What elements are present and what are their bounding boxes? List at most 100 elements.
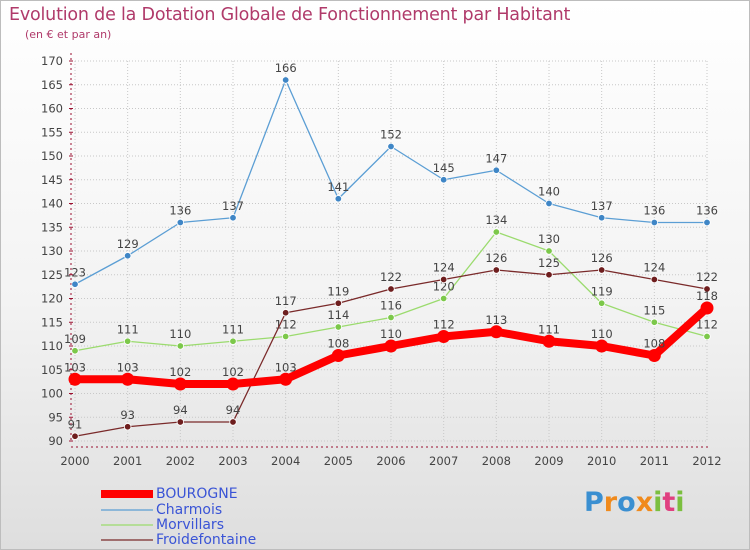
data-label: 103 bbox=[117, 360, 139, 374]
y-tick-label: 150 bbox=[41, 149, 63, 163]
data-point bbox=[331, 349, 345, 362]
data-label: 166 bbox=[275, 61, 297, 75]
data-label: 118 bbox=[696, 289, 718, 303]
y-tick-label: 130 bbox=[41, 244, 63, 258]
data-label: 102 bbox=[222, 365, 244, 379]
data-label: 114 bbox=[327, 308, 349, 322]
data-label: 111 bbox=[538, 322, 560, 336]
x-tick-label: 2000 bbox=[60, 454, 89, 468]
data-point bbox=[281, 309, 290, 317]
x-tick-label: 2002 bbox=[166, 454, 195, 468]
x-tick-label: 2006 bbox=[376, 454, 405, 468]
legend-swatch-bourogne bbox=[101, 490, 153, 498]
y-tick-label: 135 bbox=[41, 220, 63, 234]
y-tick-label: 105 bbox=[41, 363, 63, 377]
data-point bbox=[173, 377, 187, 391]
y-tick-label: 160 bbox=[41, 102, 63, 116]
data-point bbox=[281, 332, 290, 341]
data-label: 93 bbox=[120, 408, 135, 422]
y-tick-label: 170 bbox=[41, 54, 63, 68]
data-point bbox=[439, 275, 448, 284]
data-point bbox=[123, 252, 132, 260]
data-label: 137 bbox=[222, 199, 244, 213]
data-point bbox=[229, 418, 237, 426]
data-point bbox=[595, 339, 609, 353]
data-point bbox=[647, 349, 661, 362]
data-point bbox=[650, 318, 659, 326]
y-tick-label: 110 bbox=[41, 339, 63, 353]
data-label: 152 bbox=[380, 128, 402, 142]
data-point bbox=[545, 247, 553, 255]
data-label: 124 bbox=[433, 261, 455, 275]
data-label: 94 bbox=[226, 403, 241, 417]
data-label: 103 bbox=[275, 360, 297, 374]
data-point bbox=[492, 166, 501, 174]
data-point bbox=[226, 377, 240, 391]
data-label: 94 bbox=[173, 403, 188, 417]
chart-subtitle: (en € et par an) bbox=[25, 28, 112, 41]
data-point bbox=[489, 325, 503, 339]
y-tick-label: 100 bbox=[41, 387, 63, 401]
data-point bbox=[71, 432, 79, 440]
data-label: 130 bbox=[538, 232, 560, 246]
data-label: 122 bbox=[380, 270, 402, 284]
data-label: 124 bbox=[643, 261, 665, 275]
data-label: 110 bbox=[169, 327, 191, 341]
data-label: 126 bbox=[485, 251, 507, 265]
data-point bbox=[650, 275, 659, 284]
data-point bbox=[176, 418, 185, 426]
data-label: 112 bbox=[696, 318, 718, 332]
x-tick-label: 2011 bbox=[640, 454, 669, 468]
y-tick-label: 125 bbox=[41, 268, 63, 282]
data-label: 112 bbox=[433, 318, 455, 332]
legend-item-froidefontaine: Froidefontaine bbox=[101, 532, 256, 548]
data-point bbox=[281, 76, 290, 84]
data-point bbox=[492, 266, 501, 274]
y-tick-label: 115 bbox=[41, 315, 63, 329]
y-tick-label: 155 bbox=[41, 125, 63, 139]
data-point bbox=[334, 323, 343, 331]
data-point bbox=[597, 299, 606, 307]
data-label: 111 bbox=[117, 322, 139, 336]
data-point bbox=[597, 214, 606, 222]
legend-item-morvillars: Morvillars bbox=[101, 517, 224, 533]
data-label: 120 bbox=[433, 280, 455, 294]
data-label: 123 bbox=[64, 265, 86, 279]
legend-swatch-charmois bbox=[101, 509, 153, 511]
data-label: 147 bbox=[485, 151, 507, 165]
data-point bbox=[387, 313, 395, 322]
legend-label-morvillars: Morvillars bbox=[156, 517, 224, 533]
data-label: 91 bbox=[68, 417, 83, 431]
data-label: 102 bbox=[169, 365, 191, 379]
data-point bbox=[545, 271, 553, 279]
x-tick-label: 2009 bbox=[534, 454, 563, 468]
data-point bbox=[121, 372, 135, 386]
x-tick-label: 2008 bbox=[482, 454, 511, 468]
legend-item-bourogne: BOUROGNE bbox=[101, 486, 238, 502]
data-point bbox=[387, 142, 395, 151]
data-label: 116 bbox=[380, 299, 402, 313]
data-point bbox=[437, 330, 451, 343]
y-tick-label: 95 bbox=[48, 410, 63, 424]
legend-label-froidefontaine: Froidefontaine bbox=[156, 532, 257, 548]
data-point bbox=[176, 218, 185, 227]
data-label: 129 bbox=[117, 237, 139, 251]
data-label: 122 bbox=[696, 270, 718, 284]
data-label: 110 bbox=[591, 327, 613, 341]
y-tick-label: 140 bbox=[41, 197, 63, 211]
chart-title: Evolution de la Dotation Globale de Fonc… bbox=[9, 5, 571, 25]
data-point bbox=[439, 294, 448, 303]
y-tick-label: 165 bbox=[41, 78, 63, 92]
legend-swatch-morvillars bbox=[101, 524, 153, 526]
legend-label-charmois: Charmois bbox=[156, 502, 223, 518]
data-point bbox=[703, 218, 711, 227]
data-point bbox=[703, 285, 711, 293]
data-point bbox=[492, 228, 501, 236]
data-label: 103 bbox=[64, 360, 86, 374]
data-point bbox=[71, 280, 79, 288]
data-label: 113 bbox=[485, 313, 507, 327]
data-point bbox=[334, 299, 343, 307]
x-tick-label: 2012 bbox=[692, 454, 721, 468]
data-label: 108 bbox=[643, 337, 665, 351]
data-label: 137 bbox=[591, 199, 613, 213]
